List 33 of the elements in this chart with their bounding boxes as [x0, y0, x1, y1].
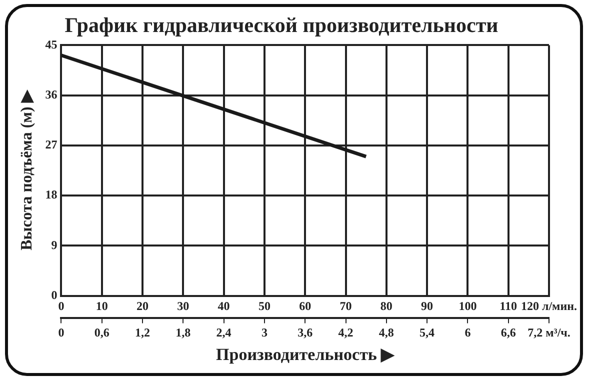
y-tick-label: 36 — [45, 87, 58, 102]
x2-tick-label: 4,2 — [338, 325, 354, 340]
x2-tick-label: 0,6 — [94, 325, 110, 340]
y-tick-label: 18 — [45, 188, 58, 202]
x-tick-label: 50 — [258, 299, 270, 314]
x-tick-label: 110 — [500, 299, 518, 314]
y-tick-label: 9 — [51, 238, 58, 252]
x2-tick-label: 1,2 — [135, 325, 150, 340]
x2-tick-label: 1,8 — [176, 325, 191, 340]
x-tick-label: 70 — [340, 299, 352, 314]
x2-tick-label: 6,6 — [500, 325, 516, 340]
x2-tick-label: 5,4 — [420, 325, 435, 340]
y-tick-label: 0 — [51, 288, 58, 302]
x-tick-label: 60 — [299, 299, 312, 314]
x-tick-label: 30 — [177, 299, 190, 314]
x-tick-label: 20 — [136, 299, 148, 314]
x2-tick-label: 7,2 м³/ч. — [528, 325, 570, 340]
x-tick-label: 90 — [421, 299, 434, 314]
x-axis-title: Производительность ▶ — [216, 345, 396, 364]
x-tick-label: 40 — [218, 299, 230, 314]
x2-tick-label: 2,4 — [216, 325, 232, 340]
x-tick-label: 100 — [458, 299, 477, 314]
x2-tick-label: 3,6 — [298, 325, 313, 340]
x2-tick-label: 4,8 — [378, 325, 394, 340]
x-tick-label: 10 — [96, 299, 108, 314]
x2-tick-label: 6 — [464, 325, 471, 340]
y-tick-label: 45 — [45, 37, 58, 52]
x-tick-label: 120 л/мин. — [520, 299, 578, 314]
x-tick-label: 80 — [380, 299, 392, 314]
y-axis-title: Высота подъёма (м) ▶ — [18, 90, 36, 250]
chart-title: График гидравлической производительности — [64, 13, 498, 38]
y-tick-label: 27 — [45, 138, 58, 152]
x2-tick-label: 3 — [261, 325, 268, 340]
